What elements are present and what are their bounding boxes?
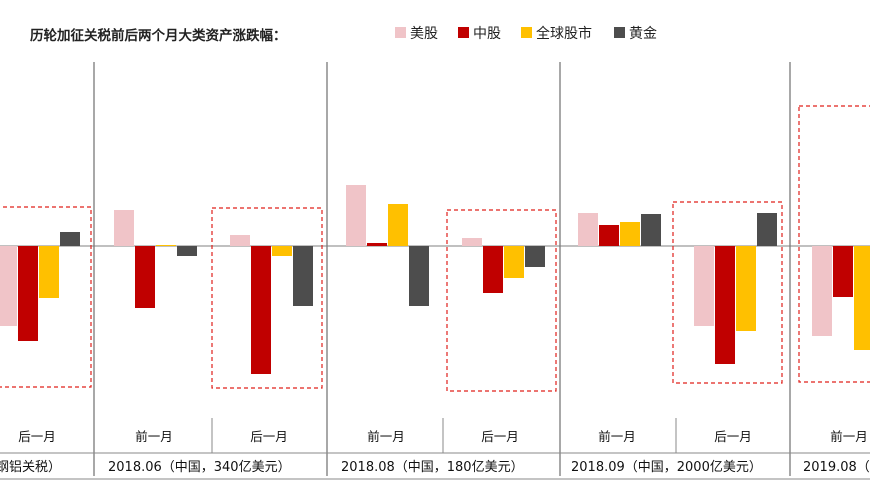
- bar: [60, 232, 80, 246]
- bar: [409, 246, 429, 306]
- highlight-box: [211, 207, 323, 389]
- bar: [736, 246, 756, 331]
- bar: [715, 246, 735, 364]
- bar: [272, 246, 292, 256]
- bar: [812, 246, 832, 336]
- highlight-box: [798, 105, 870, 383]
- legend-label: 黄金: [629, 25, 657, 42]
- bar: [504, 246, 524, 278]
- legend-swatch: [521, 27, 532, 38]
- event-label: 2018.06（中国，340亿美元）: [108, 460, 291, 475]
- period-label: 前一月: [830, 429, 868, 444]
- bar: [641, 214, 661, 246]
- bar: [462, 238, 482, 246]
- bar: [135, 246, 155, 308]
- legend-swatch: [395, 27, 406, 38]
- highlight-box: [672, 201, 783, 384]
- legend-label: 中股: [473, 26, 501, 42]
- period-label: 前一月: [367, 429, 405, 444]
- bar: [0, 246, 17, 326]
- event-label: 钢铝关税）: [0, 460, 61, 475]
- period-label: 后一月: [250, 429, 288, 444]
- bar: [39, 246, 59, 298]
- legend-label: 全球股市: [536, 25, 592, 42]
- event-label: 2018.09（中国，2000亿美元）: [571, 460, 762, 475]
- bar: [388, 204, 408, 246]
- event-label: 2019.08（中: [803, 460, 870, 475]
- highlight-box: [0, 206, 92, 388]
- event-label: 2018.08（中国，180亿美元）: [341, 460, 524, 475]
- bar: [525, 246, 545, 267]
- legend-swatch: [458, 27, 469, 38]
- bar: [620, 222, 640, 246]
- legend-label: 美股: [410, 26, 438, 42]
- period-label: 前一月: [135, 429, 173, 444]
- period-label: 前一月: [598, 429, 636, 444]
- bar: [483, 246, 503, 293]
- chart-title: 历轮加征关税前后两个月大类资产涨跌幅：: [30, 27, 287, 44]
- bar: [230, 235, 250, 246]
- bar: [854, 246, 870, 350]
- legend-swatch: [614, 27, 625, 38]
- bar: [833, 246, 853, 297]
- bar: [578, 213, 598, 246]
- period-label: 后一月: [714, 429, 752, 444]
- bar: [177, 246, 197, 256]
- period-label: 后一月: [18, 429, 56, 444]
- period-label: 后一月: [481, 429, 519, 444]
- bar: [346, 185, 366, 246]
- bar: [367, 243, 387, 246]
- bar: [114, 210, 134, 246]
- bar: [156, 245, 176, 246]
- bar: [694, 246, 714, 326]
- bar: [18, 246, 38, 341]
- bar: [251, 246, 271, 374]
- bar: [757, 213, 777, 246]
- bar: [599, 225, 619, 246]
- bar: [293, 246, 313, 306]
- highlight-box: [446, 209, 557, 392]
